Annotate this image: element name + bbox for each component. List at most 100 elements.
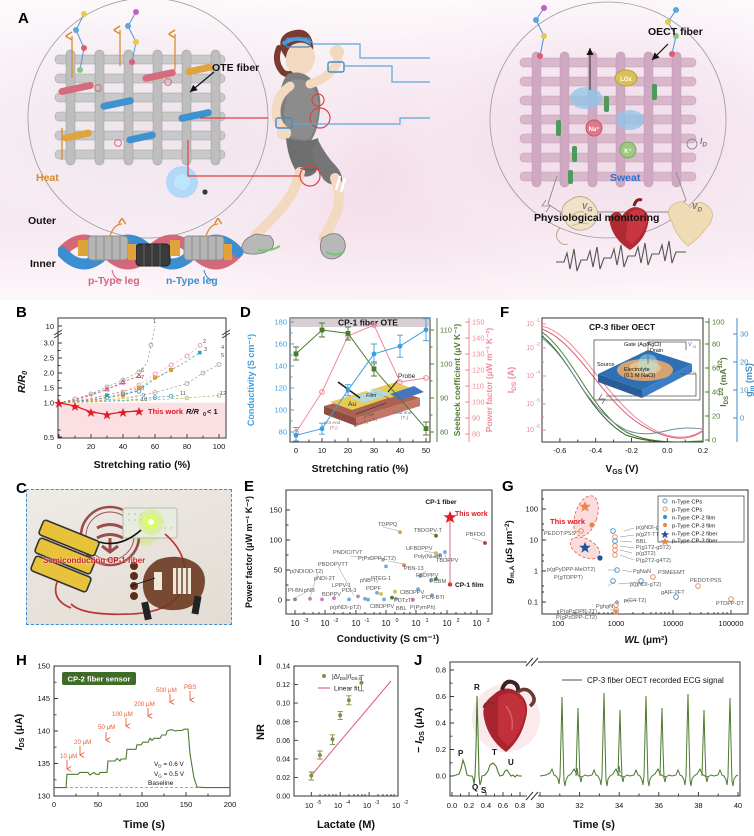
panel-i-svg: 0.000.020.04 0.060.080.10 0.120.14 10 -5 … (255, 664, 408, 831)
svg-text:100: 100 (525, 505, 538, 514)
svg-text:100: 100 (440, 360, 453, 369)
svg-text:130: 130 (472, 350, 485, 359)
svg-text:3 mm: 3 mm (363, 411, 375, 419)
svg-text:10: 10 (334, 801, 342, 810)
svg-text:-3: -3 (304, 618, 309, 624)
svg-text:p(pNDI-pT2): p(pNDI-pT2) (330, 605, 361, 611)
svg-text:0.0: 0.0 (436, 772, 446, 781)
svg-text:UFBDPPV: UFBDPPV (406, 546, 433, 552)
svg-text:120: 120 (472, 366, 485, 375)
svg-text:< 1: < 1 (207, 407, 218, 416)
svg-text:40: 40 (119, 442, 127, 451)
panel-f-ylabel-right1: IDS1/2 (mA1/2) (718, 357, 730, 407)
annot-vg: VG (582, 202, 593, 214)
panel-d-label: D (240, 304, 251, 321)
panel-j-label-u: U (508, 758, 514, 767)
svg-text:2: 2 (203, 339, 206, 345)
svg-text:TBDOPV-T: TBDOPV-T (414, 528, 443, 534)
svg-text:0: 0 (395, 618, 398, 624)
svg-text:FBDPPV: FBDPPV (416, 573, 439, 579)
svg-text:30: 30 (536, 801, 544, 810)
svg-text:150: 150 (269, 506, 282, 515)
panel-g-this-work-label: This work (550, 517, 586, 526)
svg-text:110: 110 (472, 382, 484, 391)
annot-inner: Inner (30, 258, 56, 270)
annot-ote-fiber: OTE fiber (212, 62, 260, 74)
panel-e-chart: E 0 50 100 150 10 -3 10 -2 10 -1 10 0 10 1 10 2 1… (238, 478, 500, 646)
svg-text:PEDOT:PSS: PEDOT:PSS (544, 531, 576, 537)
svg-text:pNDI-2T: pNDI-2T (314, 576, 336, 582)
svg-text:140: 140 (274, 362, 287, 371)
svg-text:P(PxDPP-CT2): P(PxDPP-CT2) (358, 556, 396, 562)
svg-text:50: 50 (422, 446, 430, 455)
svg-text:1: 1 (153, 319, 156, 325)
panel-i-label: I (258, 652, 263, 669)
svg-text:P(PymPh): P(PymPh) (410, 605, 436, 611)
svg-text:-0.6: -0.6 (553, 446, 566, 455)
panel-a-schematic: A (0, 0, 754, 300)
panel-c-caption: Semiconducting CP-1 fiber (43, 556, 146, 565)
svg-text:P(gPzDPP-2T): P(gPzDPP-2T) (560, 609, 597, 615)
panel-g-ylabel: gm,A (μS μm−2) (504, 520, 516, 585)
svg-text:100: 100 (274, 406, 287, 415)
panel-b-this-work-label: This work (148, 407, 184, 416)
panel-h-bias-vd: VD = 0.6 V (154, 761, 185, 769)
panel-d-ylabel-left: Conductivity (S cm⁻¹) (246, 334, 256, 426)
svg-text:10: 10 (412, 619, 421, 628)
svg-text:10: 10 (526, 321, 534, 328)
svg-text:32: 32 (575, 801, 583, 810)
svg-text:Film: Film (366, 393, 377, 399)
svg-text:60: 60 (151, 442, 159, 451)
svg-text:1 8 9 6: 1 8 9 6 (102, 558, 118, 564)
svg-text:0.2: 0.2 (436, 745, 446, 754)
svg-text:20: 20 (712, 412, 720, 421)
panel-g-xlabel: WL (μm²) (624, 635, 667, 646)
svg-text:-6: -6 (536, 424, 541, 430)
svg-text:0.4: 0.4 (436, 719, 446, 728)
svg-text:0: 0 (712, 436, 716, 445)
panel-g-chart: G 0.1 1 10 100 100 1000 10000 100000 This work (498, 478, 754, 646)
svg-text:160: 160 (274, 340, 287, 349)
panel-e-ylabel: Power factor (μW m⁻¹ K⁻²) (244, 496, 254, 608)
svg-text:20: 20 (344, 446, 352, 455)
svg-text:500 μM: 500 μM (156, 687, 177, 694)
annot-physiological: Physiological monitoring (534, 212, 660, 224)
svg-text:20: 20 (87, 442, 95, 451)
svg-text:50: 50 (274, 566, 282, 575)
svg-text:PCBM: PCBM (430, 579, 447, 585)
svg-text:0.0: 0.0 (447, 801, 457, 810)
panel-h-bias-vg: VG = 0.5 V (154, 771, 185, 779)
panel-j-ylabel: − IDS (μA) (413, 707, 426, 753)
svg-text:10: 10 (473, 619, 482, 628)
svg-text:10: 10 (443, 619, 452, 628)
svg-text:80: 80 (183, 442, 191, 451)
svg-text:30: 30 (740, 330, 748, 339)
panel-b-svg: 0.5 1.0 1.5 2.0 2.5 3.0 10 0 20 40 60 80 100 (16, 317, 231, 471)
svg-text:(T₁): (T₁) (401, 415, 409, 420)
panel-j-label-t: T (492, 748, 497, 757)
panel-h-baseline-label: Baseline (148, 780, 174, 787)
svg-text:10: 10 (291, 619, 300, 628)
svg-text:0.1: 0.1 (528, 598, 538, 607)
panel-c-photo-svg: 1 8 9 6 (30, 505, 205, 621)
svg-text:-3: -3 (375, 800, 380, 806)
svg-text:20: 20 (740, 358, 748, 367)
svg-text:0.0: 0.0 (662, 446, 672, 455)
svg-text:PgNaN: PgNaN (633, 569, 651, 575)
svg-text:-5: -5 (317, 800, 322, 806)
svg-text:150: 150 (180, 800, 193, 809)
svg-text:0.10: 0.10 (276, 701, 290, 708)
svg-text:135: 135 (37, 759, 50, 768)
svg-text:11: 11 (180, 391, 186, 397)
svg-text:P(g1T2-g5T2): P(g1T2-g5T2) (636, 545, 671, 551)
svg-text:10: 10 (46, 322, 54, 331)
svg-text:p(NDIOD-T2): p(NDIOD-T2) (290, 569, 323, 575)
svg-text:100: 100 (472, 398, 485, 407)
svg-text:0: 0 (278, 596, 282, 605)
svg-text:p(gNDI-gT2): p(gNDI-gT2) (630, 582, 661, 588)
svg-text:6: 6 (141, 368, 144, 374)
panel-b-ylabel: R/R0 (16, 371, 29, 393)
svg-text:12: 12 (220, 391, 226, 397)
svg-text:PDTzTI: PDTzTI (394, 598, 413, 604)
